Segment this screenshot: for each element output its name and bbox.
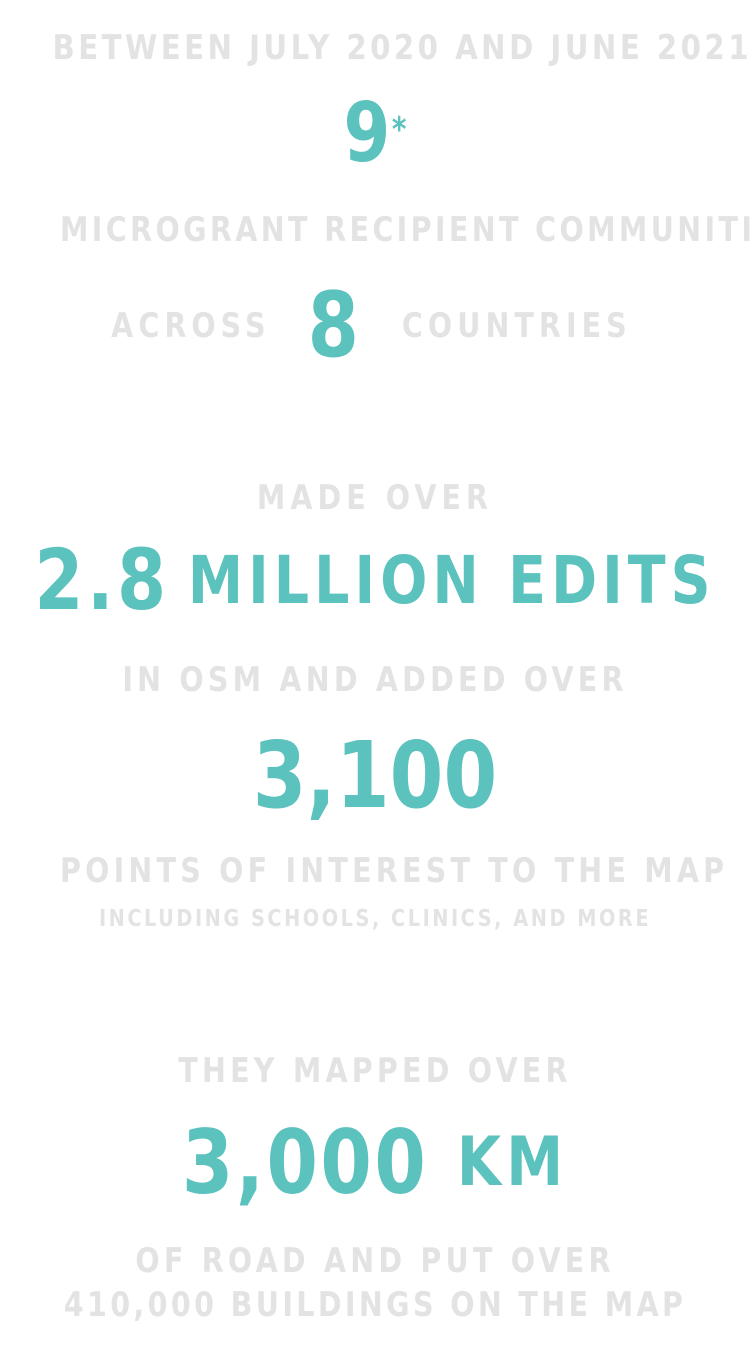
- edits-unit: MILLION EDITS: [187, 541, 716, 619]
- poi-value: 3,100: [252, 722, 498, 829]
- countries-count: 8: [307, 273, 359, 378]
- roads-unit: KM: [456, 1122, 569, 1202]
- period-label: BETWEEN JULY 2020 AND JUNE 2021: [52, 28, 750, 68]
- poi-label: POINTS OF INTEREST TO THE MAP: [60, 851, 729, 891]
- roads-tail-1: OF ROAD AND PUT OVER: [135, 1241, 615, 1281]
- edits-lead: MADE OVER: [256, 478, 494, 518]
- communities-count-row: 9*: [68, 88, 683, 180]
- countries-label: COUNTRIES: [402, 306, 633, 346]
- roads-value: 3,000: [181, 1110, 429, 1214]
- countries-row: ACROSS 8 COUNTRIES: [0, 278, 750, 374]
- edits-value: 2.8: [34, 531, 170, 629]
- roads-row: 3,000 KM: [60, 1110, 690, 1214]
- roads-lead: THEY MAPPED OVER: [178, 1051, 572, 1091]
- footnote-asterisk: *: [391, 110, 407, 150]
- across-label: ACROSS: [111, 306, 271, 346]
- edits-tail: IN OSM AND ADDED OVER: [122, 660, 628, 700]
- poi-sub: INCLUDING SCHOOLS, CLINICS, AND MORE: [98, 906, 652, 932]
- roads-tail-2: 410,000 BUILDINGS ON THE MAP: [63, 1285, 687, 1325]
- communities-count: 9: [343, 86, 391, 181]
- communities-label: MICROGRANT RECIPIENT COMMUNITIES: [60, 210, 750, 250]
- edits-row: 2.8 MILLION EDITS: [34, 530, 710, 630]
